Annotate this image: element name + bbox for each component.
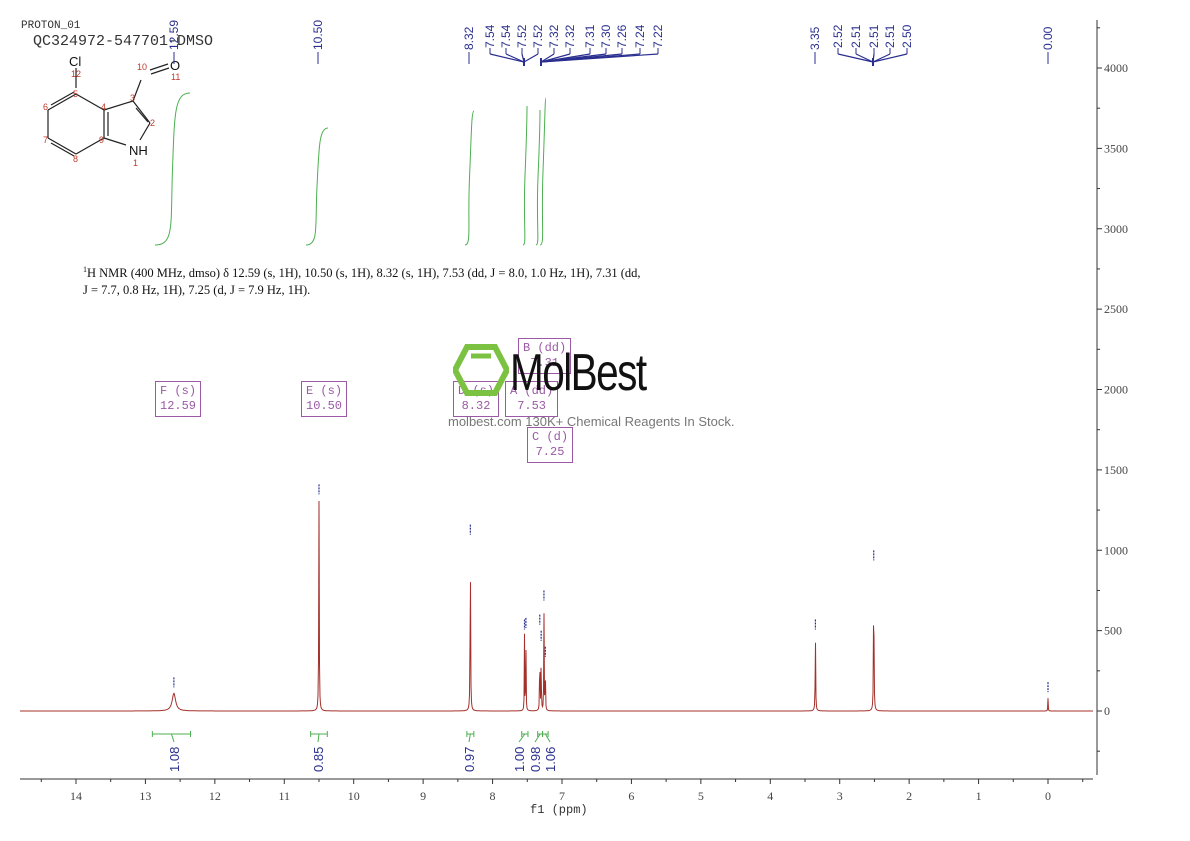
svg-text:2500: 2500	[1104, 302, 1128, 316]
svg-text:1: 1	[133, 158, 138, 168]
svg-text:2: 2	[906, 789, 912, 803]
svg-text:1: 1	[976, 789, 982, 803]
atom-numbering: 12 11 10 5 6 7 8 4 9 3 2 1	[43, 62, 180, 168]
svg-text:10: 10	[348, 789, 360, 803]
svg-text:7: 7	[43, 135, 48, 145]
svg-text:7.31: 7.31	[583, 24, 597, 48]
nmr-summary-text: 1H NMR (400 MHz, dmso) δ 12.59 (s, 1H), …	[83, 265, 641, 298]
svg-text:11: 11	[171, 72, 180, 82]
svg-text:1.06: 1.06	[543, 747, 558, 772]
svg-text:12.59: 12.59	[167, 20, 181, 50]
svg-text:500: 500	[1104, 624, 1122, 638]
svg-text:6: 6	[43, 102, 48, 112]
svg-text:4: 4	[101, 102, 106, 112]
svg-text:0.85: 0.85	[311, 747, 326, 772]
svg-text:2.51: 2.51	[849, 24, 863, 48]
svg-text:4: 4	[767, 789, 773, 803]
svg-text:7.54: 7.54	[499, 24, 513, 48]
spectrum-trace	[20, 500, 1093, 712]
multiplet-box-C: C (d) 7.25	[527, 427, 574, 463]
svg-text:1.08: 1.08	[167, 747, 182, 772]
svg-text:4000: 4000	[1104, 61, 1128, 75]
svg-text:7.52: 7.52	[515, 24, 529, 48]
multiplet-box-E: E (s) 10.50	[301, 381, 348, 417]
sample-label: QC324972-547701-DMSO	[33, 33, 214, 50]
svg-text:12: 12	[209, 789, 221, 803]
svg-text:7.32: 7.32	[563, 24, 577, 48]
svg-text:2: 2	[150, 118, 155, 128]
svg-text:7.30: 7.30	[599, 24, 613, 48]
svg-text:8: 8	[490, 789, 496, 803]
svg-text:7.52: 7.52	[531, 24, 545, 48]
atom-o: O	[170, 58, 180, 73]
watermark-tagline: molbest.com 130K+ Chemical Reagents In S…	[448, 414, 735, 429]
svg-text:7.22: 7.22	[651, 24, 665, 48]
peak-label-pins: 12.59 10.50 8.32 7.54 7.54 7.52 7.52 7.32 7.32 7.…	[167, 20, 1055, 66]
svg-text:10.50: 10.50	[311, 20, 325, 50]
svg-text:3000: 3000	[1104, 222, 1128, 236]
svg-text:14: 14	[70, 789, 82, 803]
svg-text:2.52: 2.52	[831, 24, 845, 48]
svg-text:10: 10	[137, 62, 147, 72]
x-axis: 14 13 12 11 10 9 8 7 6 5 4 3 2 1 0	[20, 778, 1093, 803]
svg-text:1.00: 1.00	[512, 747, 527, 772]
svg-text:13: 13	[139, 789, 151, 803]
svg-text:5: 5	[73, 89, 78, 99]
svg-text:5: 5	[698, 789, 704, 803]
svg-text:3.35: 3.35	[808, 26, 822, 50]
svg-text:7.24: 7.24	[633, 24, 647, 48]
svg-text:3: 3	[130, 93, 135, 103]
x-axis-label: f1 (ppm)	[530, 803, 588, 817]
integral-bars: 1.08 0.85 0.97 1.00 0.98 1.06	[151, 731, 558, 772]
svg-text:11: 11	[278, 789, 290, 803]
svg-text:1000: 1000	[1104, 543, 1128, 557]
svg-text:7.54: 7.54	[483, 24, 497, 48]
svg-text:3500: 3500	[1104, 141, 1128, 155]
svg-text:0.98: 0.98	[528, 747, 543, 772]
svg-text:9: 9	[420, 789, 426, 803]
svg-text:2.51: 2.51	[883, 24, 897, 48]
svg-text:0: 0	[1045, 789, 1051, 803]
y-axis: 0 500 1000 1500 2000 2500 3000 3500 4000	[1096, 20, 1128, 775]
multiplet-box-A: A (dd) 7.53	[505, 381, 559, 417]
svg-text:0.00: 0.00	[1041, 26, 1055, 50]
svg-text:3: 3	[837, 789, 843, 803]
svg-text:9: 9	[99, 135, 104, 145]
svg-text:2000: 2000	[1104, 383, 1128, 397]
svg-text:2.51: 2.51	[867, 24, 881, 48]
svg-text:7: 7	[559, 789, 565, 803]
svg-text:1500: 1500	[1104, 463, 1128, 477]
svg-text:7.32: 7.32	[547, 24, 561, 48]
svg-text:2.50: 2.50	[900, 24, 914, 48]
experiment-label: PROTON_01	[21, 20, 81, 32]
svg-text:6: 6	[628, 789, 634, 803]
molbest-logo-icon	[453, 344, 509, 396]
atom-cl: Cl	[69, 54, 81, 69]
integral-curves	[154, 92, 547, 246]
svg-text:0.97: 0.97	[462, 747, 477, 772]
watermark-brand: MolBest	[510, 344, 647, 402]
svg-text:0: 0	[1104, 704, 1110, 718]
multiplet-box-B: B (dd) 7.31	[518, 338, 572, 374]
svg-text:12: 12	[71, 69, 81, 79]
peak-top-markers	[173, 484, 1049, 693]
svg-text:8: 8	[73, 154, 78, 164]
svg-text:8.32: 8.32	[462, 26, 476, 50]
multiplet-box-F: F (s) 12.59	[155, 381, 202, 417]
molecule-structure	[47, 63, 170, 157]
svg-text:7.26: 7.26	[615, 24, 629, 48]
atom-nh: NH	[129, 143, 148, 158]
